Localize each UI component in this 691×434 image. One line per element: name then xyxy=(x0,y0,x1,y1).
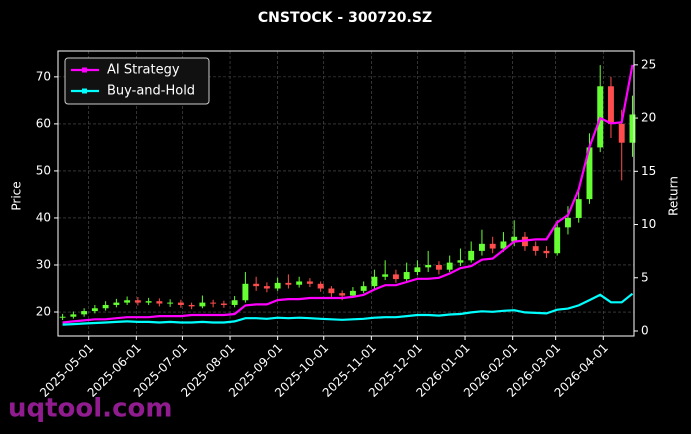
candle-body xyxy=(70,314,77,317)
candle-body xyxy=(81,311,88,315)
candle-body xyxy=(91,308,98,312)
y2-tick-label: 5 xyxy=(641,270,649,284)
y2-tick-label: 25 xyxy=(641,57,656,71)
candle-body xyxy=(618,123,625,143)
y-tick-label: 30 xyxy=(36,257,51,271)
candle-body xyxy=(414,267,421,273)
candle-body xyxy=(371,276,378,287)
candle-body xyxy=(392,274,399,280)
y-axis-label: Price xyxy=(10,181,24,210)
y2-tick-label: 15 xyxy=(641,164,656,178)
candle-body xyxy=(360,286,367,291)
candle-body xyxy=(231,300,238,305)
y2-axis-label: Return xyxy=(667,176,681,216)
legend-label: Buy-and-Hold xyxy=(107,84,195,99)
candle-body xyxy=(210,302,217,304)
candle-body xyxy=(435,264,442,270)
candle-body xyxy=(242,283,249,301)
candle-body xyxy=(59,316,66,318)
candle-body xyxy=(156,301,163,304)
series-line xyxy=(62,292,634,326)
legend-marker xyxy=(82,88,87,94)
candle-body xyxy=(263,286,270,289)
candle-body xyxy=(102,304,109,309)
legend-label: AI Strategy xyxy=(107,63,180,78)
candle-body xyxy=(382,274,389,277)
candle-body xyxy=(220,303,227,305)
candle-body xyxy=(489,243,496,249)
candle-body xyxy=(274,282,281,289)
chart-title: CNSTOCK - 300720.SZ xyxy=(258,10,432,26)
candle-body xyxy=(317,283,324,289)
candle-body xyxy=(177,302,184,305)
candle-body xyxy=(403,272,410,280)
legend-box xyxy=(64,57,210,105)
candle-body xyxy=(296,281,303,285)
candle-body xyxy=(145,301,152,303)
candle-body xyxy=(629,114,636,143)
candle-body xyxy=(500,241,507,249)
candle-body xyxy=(124,300,131,303)
candle-body xyxy=(167,302,174,304)
candle-body xyxy=(554,227,561,254)
candle-body xyxy=(478,243,485,251)
y2-tick-label: 10 xyxy=(641,217,656,231)
y-tick-label: 20 xyxy=(36,305,51,319)
legend-marker xyxy=(82,67,87,73)
candle-body xyxy=(349,290,356,296)
candle-body xyxy=(586,147,593,200)
candle-body xyxy=(339,293,346,296)
candle-body xyxy=(575,199,582,218)
series-line xyxy=(62,64,634,324)
candle-body xyxy=(113,302,120,305)
watermark: uqtool.com xyxy=(8,394,172,424)
candle-body xyxy=(564,217,571,228)
candle-body xyxy=(199,302,206,307)
candle-body xyxy=(285,282,292,285)
candle-body xyxy=(532,246,539,251)
candle-body xyxy=(188,304,195,307)
y-tick-label: 40 xyxy=(36,210,51,224)
candle-body xyxy=(306,281,313,284)
candle-body xyxy=(253,283,260,287)
y2-tick-label: 0 xyxy=(641,323,649,337)
candle-body xyxy=(134,300,141,303)
plot-frame xyxy=(57,50,635,337)
candle-body xyxy=(543,250,550,254)
candle-body xyxy=(608,86,614,124)
candle-body xyxy=(597,86,604,148)
candle-body xyxy=(446,262,453,270)
candle-body xyxy=(468,250,475,261)
candle-body xyxy=(328,288,335,294)
y-tick-label: 70 xyxy=(36,69,51,83)
candle-body xyxy=(457,260,464,263)
y-tick-label: 60 xyxy=(36,116,51,130)
candle-body xyxy=(425,264,432,268)
candle-body xyxy=(511,236,518,242)
y2-tick-label: 20 xyxy=(641,111,656,125)
y-tick-label: 50 xyxy=(36,163,51,177)
